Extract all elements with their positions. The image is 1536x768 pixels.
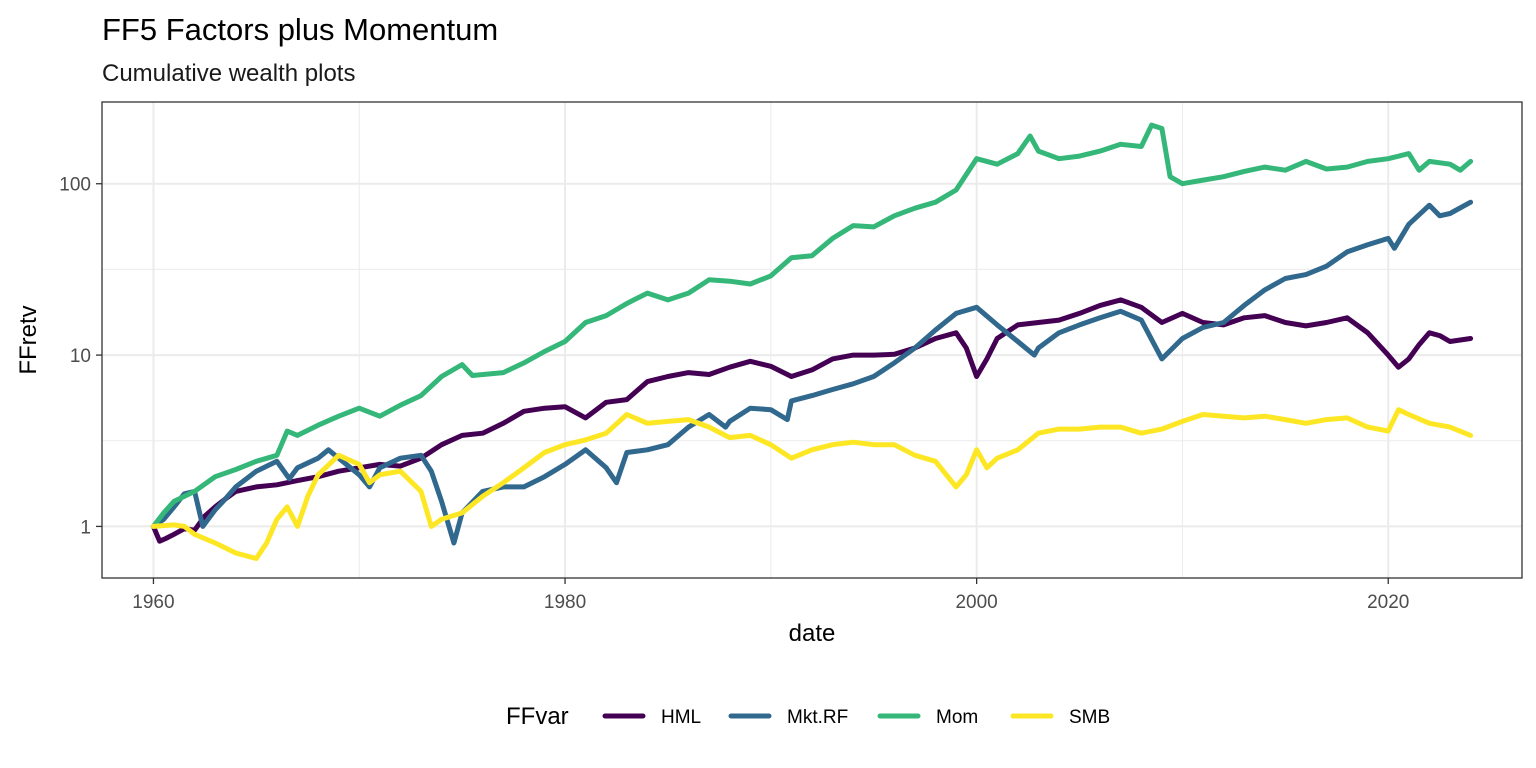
legend-label-smb: SMB <box>1069 707 1110 728</box>
series-line-mom <box>150 122 1474 529</box>
chart-subtitle: Cumulative wealth plots <box>102 60 355 87</box>
legend-title: FFvar <box>506 703 569 730</box>
legend-label-mkt-rf: Mkt.RF <box>787 707 848 728</box>
legend-label-hml: HML <box>661 707 701 728</box>
y-tick-label: 10 <box>70 346 91 367</box>
x-axis-title: date <box>789 620 836 647</box>
y-tick-label: 100 <box>59 175 91 196</box>
grid-major <box>102 102 1522 578</box>
panel-background <box>102 102 1522 578</box>
x-tick-label: 1980 <box>544 592 586 613</box>
legend: FFvar HML Mkt.RF Mom SMB <box>506 703 1110 730</box>
chart-title: FF5 Factors plus Momentum <box>102 12 498 47</box>
y-axis-title: FFretv <box>15 305 42 374</box>
series-lines <box>150 122 1474 561</box>
series-line-hml <box>150 297 1474 544</box>
x-axis: 1960 1980 2000 2020 <box>132 578 1409 613</box>
series-line-smb <box>150 407 1474 561</box>
plot-area <box>101 101 1523 579</box>
y-tick-label: 1 <box>80 517 91 538</box>
legend-label-mom: Mom <box>936 707 978 728</box>
x-tick-label: 1960 <box>132 592 174 613</box>
panel-border <box>101 101 1523 579</box>
x-tick-label: 2020 <box>1367 592 1409 613</box>
y-axis: 1 10 100 <box>59 175 102 538</box>
x-tick-label: 2000 <box>955 592 997 613</box>
series-line-mkt-rf <box>150 199 1474 546</box>
